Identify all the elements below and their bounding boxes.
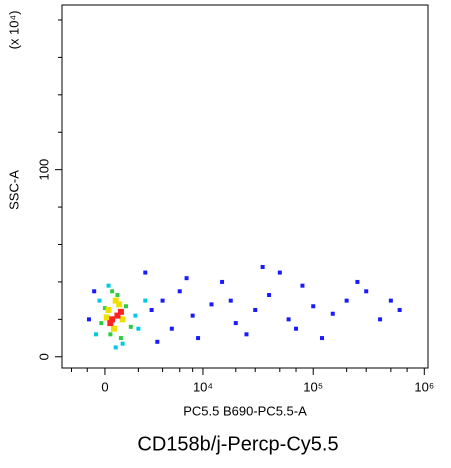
event-point (102, 306, 107, 311)
event-point (112, 297, 119, 304)
event-point (388, 298, 393, 303)
event-point (364, 289, 369, 294)
chart-title: CD158b/j-Percp-Cy5.5 (137, 433, 338, 455)
event-point (143, 270, 148, 275)
event-point (267, 293, 272, 298)
event-point (123, 304, 128, 309)
event-point (86, 317, 91, 322)
event-point (128, 324, 133, 329)
event-point (277, 270, 282, 275)
event-point (119, 316, 126, 323)
event-point (378, 317, 383, 322)
event-point (397, 307, 402, 312)
event-point (294, 326, 299, 331)
event-point (133, 313, 138, 318)
x-tick-label: 10⁶ (414, 379, 434, 394)
event-point (115, 293, 120, 298)
event-point (113, 345, 118, 350)
event-point (244, 332, 249, 337)
event-point (149, 307, 154, 312)
x-tick-label: 10⁵ (303, 379, 323, 394)
x-tick-label: 10⁴ (193, 379, 213, 394)
event-point (92, 289, 97, 294)
event-point (233, 321, 238, 326)
event-point (108, 332, 113, 337)
event-point (103, 314, 110, 321)
y-multiplier: (x 10⁴) (6, 11, 21, 50)
event-point (330, 311, 335, 316)
event-point (106, 283, 111, 288)
x-tick-label: 0 (101, 379, 108, 394)
event-point (286, 317, 291, 322)
event-point (136, 326, 141, 331)
y-axis-label: SSC-A (6, 170, 21, 210)
event-point (116, 301, 123, 308)
event-point (184, 276, 189, 281)
event-point (311, 304, 316, 309)
event-point (177, 289, 182, 294)
event-point (209, 302, 214, 307)
event-point (190, 313, 195, 318)
event-point (320, 336, 325, 341)
x-axis-label: PC5.5 B690-PC5.5-A (183, 403, 307, 418)
event-point (160, 298, 165, 303)
y-tick-label: 100 (36, 159, 51, 181)
event-point (196, 336, 201, 341)
event-point (110, 289, 115, 294)
event-point (300, 283, 305, 288)
event-point (107, 320, 114, 327)
event-point (120, 341, 125, 346)
event-point (118, 336, 123, 341)
event-point (99, 321, 104, 326)
event-point (169, 326, 174, 331)
event-point (143, 298, 148, 303)
y-tick-label: 0 (36, 353, 51, 360)
plot-frame (61, 4, 429, 369)
event-point (253, 307, 258, 312)
event-point (97, 298, 102, 303)
event-point (155, 339, 160, 344)
event-point (355, 279, 360, 284)
event-point (110, 325, 117, 332)
event-point (117, 308, 124, 315)
event-point (105, 306, 112, 313)
event-point (109, 316, 116, 323)
event-point (260, 264, 265, 269)
event-point (93, 332, 98, 337)
event-point (114, 312, 121, 319)
event-point (220, 279, 225, 284)
event-point (228, 298, 233, 303)
event-point (344, 298, 349, 303)
